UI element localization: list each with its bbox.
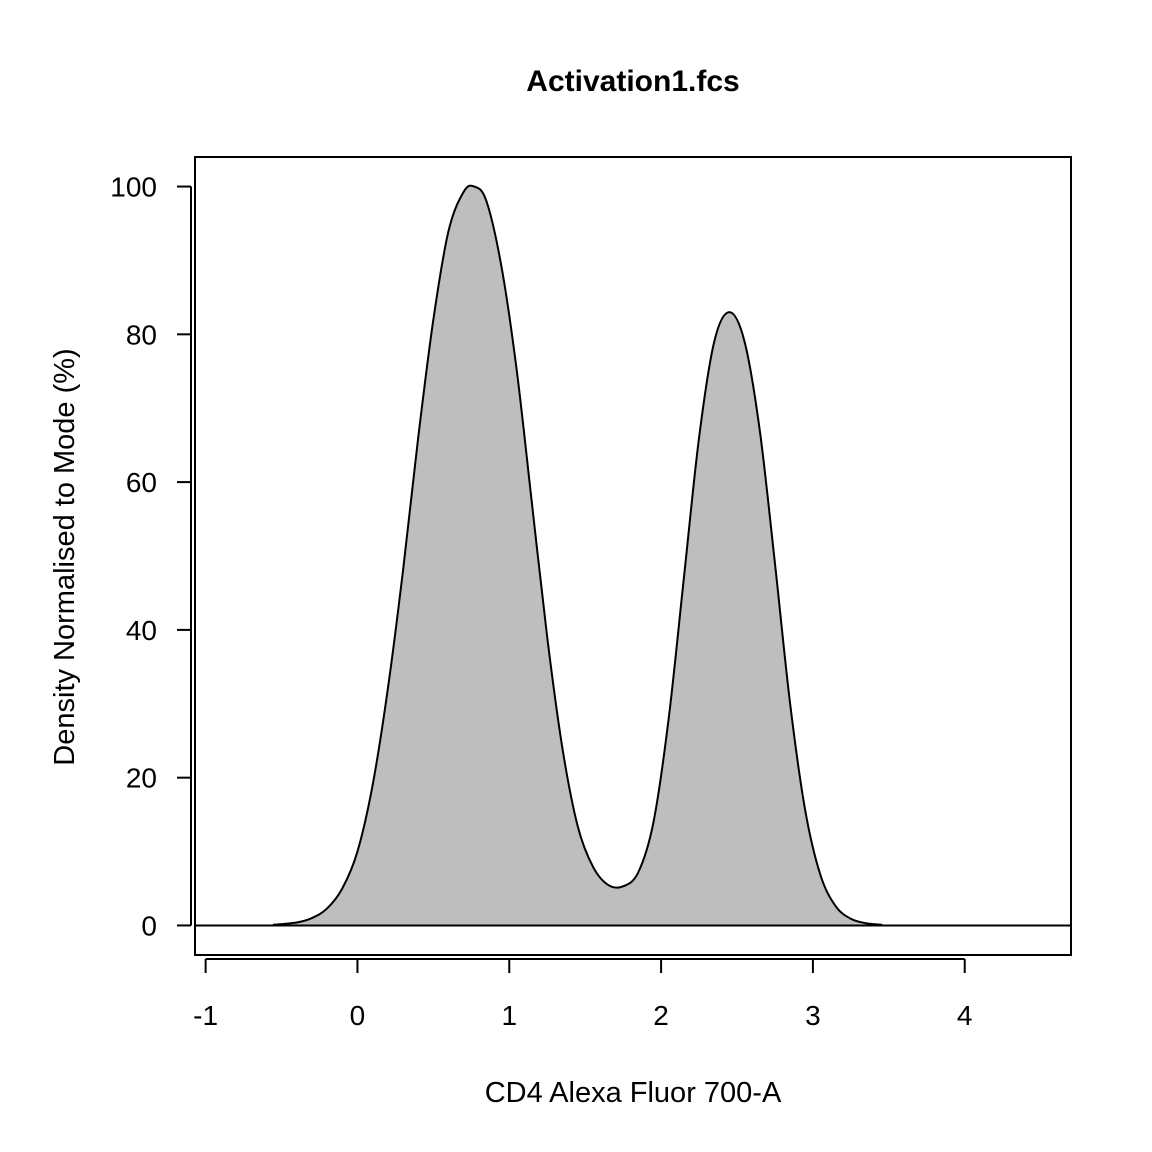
x-tick-label: 4	[957, 1000, 973, 1031]
x-axis-label: CD4 Alexa Fluor 700-A	[485, 1077, 782, 1109]
density-area	[272, 184, 883, 927]
plot-frame	[194, 156, 1072, 956]
y-tick-label: 100	[110, 172, 157, 203]
x-tick-label: 1	[501, 1000, 517, 1031]
x-axis: -1 0 1 2 3 4	[193, 958, 973, 1031]
chart-title: Activation1.fcs	[526, 65, 739, 98]
x-tick-label: 3	[805, 1000, 821, 1031]
y-axis-label: Density Normalised to Mode (%)	[49, 348, 81, 765]
y-tick-label: 0	[141, 910, 157, 941]
y-tick-label: 20	[126, 763, 157, 794]
y-tick-label: 80	[126, 319, 157, 350]
y-axis: 0 20 40 60 80 100	[110, 172, 192, 941]
y-tick-label: 60	[126, 467, 157, 498]
x-tick-label: -1	[193, 1000, 218, 1031]
y-tick-label: 40	[126, 615, 157, 646]
x-tick-label: 2	[653, 1000, 669, 1031]
x-tick-label: 0	[350, 1000, 366, 1031]
